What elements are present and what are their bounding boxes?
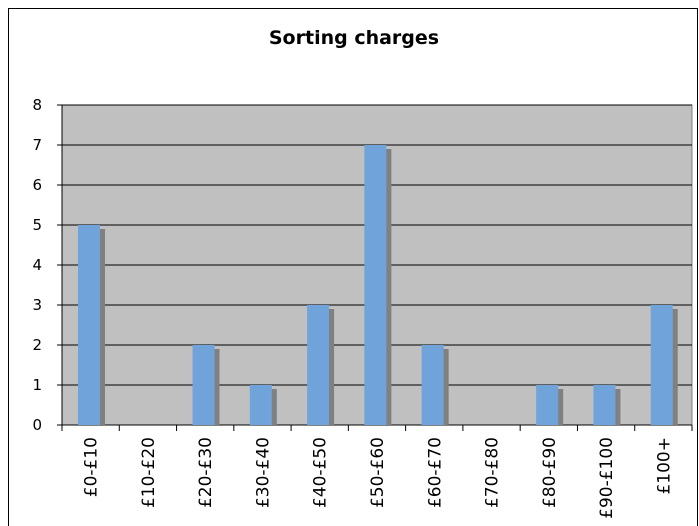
y-tick-label: 6 (32, 176, 42, 194)
bar (650, 305, 673, 425)
y-tick-label: 4 (32, 256, 42, 274)
bar (536, 385, 559, 425)
x-tick-label: £40-£50 (311, 437, 331, 508)
y-tick-label: 3 (32, 296, 42, 314)
bar (364, 145, 387, 425)
x-tick-label: £30-£40 (253, 437, 273, 508)
chart-title: Sorting charges (269, 27, 439, 49)
x-tick-label: £70-£80 (483, 437, 503, 508)
x-tick-label: £0-£10 (82, 437, 102, 497)
bar (249, 385, 272, 425)
y-tick-label: 8 (32, 96, 42, 114)
x-tick-label: £90-£100 (597, 437, 617, 519)
y-tick-label: 0 (32, 416, 42, 434)
y-tick-label: 1 (32, 376, 42, 394)
x-tick-label: £80-£90 (540, 437, 560, 508)
y-tick-label: 5 (32, 216, 42, 234)
x-tick-label: £20-£30 (196, 437, 216, 508)
bar (192, 345, 215, 425)
bar (421, 345, 444, 425)
y-tick-label: 2 (32, 336, 42, 354)
x-tick-label: £60-£70 (425, 437, 445, 508)
bar (307, 305, 330, 425)
bar (593, 385, 616, 425)
bar (78, 225, 100, 425)
x-tick-label: £100+ (654, 437, 674, 495)
y-tick-label: 7 (32, 136, 42, 154)
x-tick-label: £10-£20 (139, 437, 159, 508)
x-tick-label: £50-£60 (368, 437, 388, 508)
